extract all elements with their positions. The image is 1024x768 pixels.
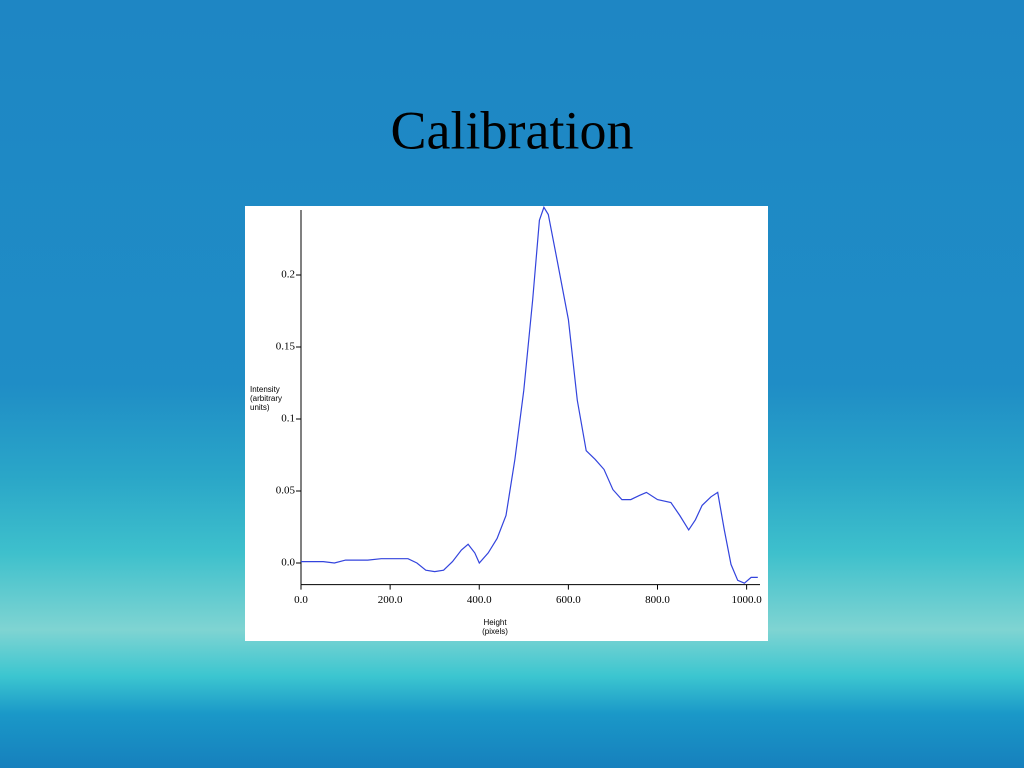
x-tick-label: 1000.0 [732, 594, 763, 606]
x-tick-label: 400.0 [467, 594, 492, 606]
y-tick-label: 0.15 [276, 341, 296, 353]
y-axis-label: Intensity (arbitrary units) [250, 385, 283, 412]
x-tick-label: 0.0 [294, 594, 308, 606]
slide-title: Calibration [391, 100, 634, 160]
x-tick-label: 200.0 [378, 594, 403, 606]
x-tick-label: 600.0 [556, 594, 581, 606]
data-line [301, 205, 758, 584]
x-tick-label: 800.0 [645, 594, 670, 606]
y-tick-label: 0.2 [281, 269, 295, 281]
y-tick-label: 0.1 [281, 413, 295, 425]
x-axis-label: Height (pixels) [482, 618, 508, 636]
y-tick-label: 0.0 [281, 557, 295, 569]
plot-background [245, 206, 768, 641]
y-tick-label: 0.05 [276, 485, 296, 497]
